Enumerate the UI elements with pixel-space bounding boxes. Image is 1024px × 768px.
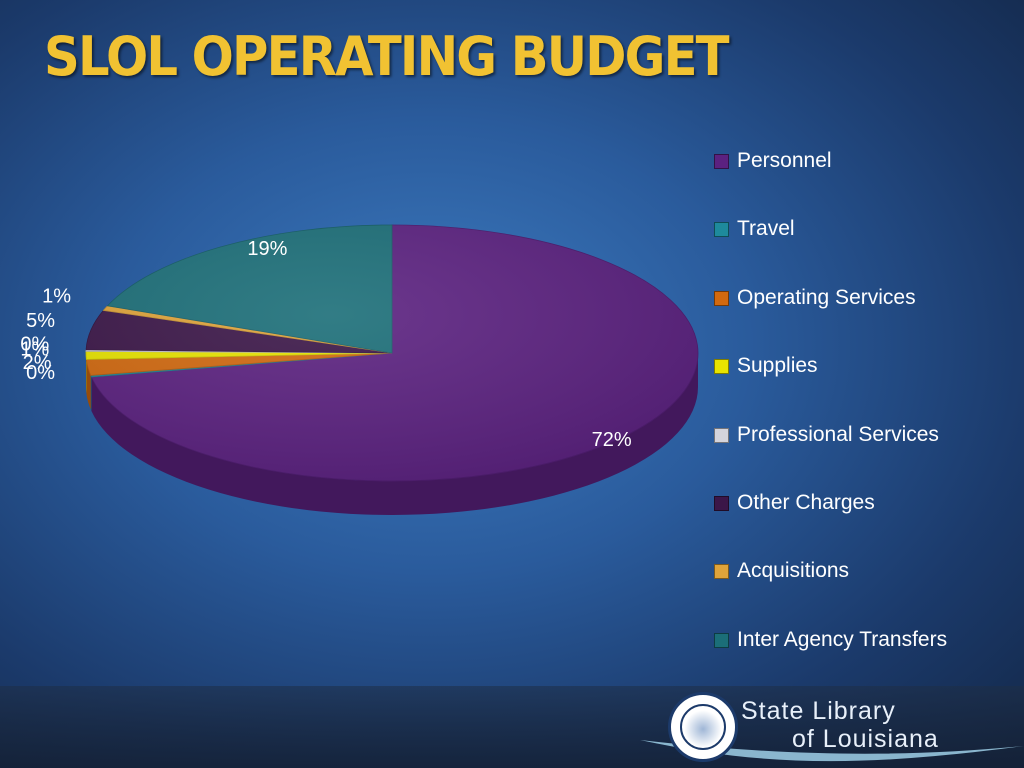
legend-item-acquisitions: Acquisitions <box>712 554 1012 622</box>
data-label-operating-services: 2% <box>23 352 52 374</box>
logo-text-line1: State Library <box>741 697 896 725</box>
legend-item-inter-agency-transfers: Inter Agency Transfers <box>712 623 1012 691</box>
legend-item-professional-services: Professional Services <box>712 418 1012 486</box>
legend-item-supplies: Supplies <box>712 349 1012 417</box>
logo-text-line2: of Louisiana <box>792 725 939 753</box>
legend-swatch <box>714 495 729 511</box>
data-label-travel: 0% <box>26 362 55 384</box>
pelican-emblem <box>680 704 726 750</box>
logo-swoosh <box>640 740 1024 762</box>
data-label-inter-agency-transfers: 19% <box>247 238 287 260</box>
legend-item-travel: Travel <box>712 212 1012 280</box>
legend-label: Operating Services <box>737 285 916 309</box>
legend-item-other-charges: Other Charges <box>712 486 1012 554</box>
data-label-other-charges: 5% <box>26 310 55 332</box>
legend-label: Inter Agency Transfers <box>737 627 948 651</box>
pie-side-travel <box>90 375 92 411</box>
legend-swatch <box>714 290 729 306</box>
legend-label: Travel <box>737 217 795 241</box>
data-label-supplies: 1% <box>20 339 49 361</box>
pie-chart: 72%0%2%1%0%5%1%19% <box>20 224 699 515</box>
legend-swatch <box>714 359 729 375</box>
legend-swatch <box>714 222 729 238</box>
slide-title: SLOL OPERATING BUDGET <box>44 25 730 88</box>
legend-label: Professional Services <box>737 422 939 446</box>
data-label-personnel: 72% <box>592 429 632 451</box>
data-label-acquisitions: 1% <box>42 286 71 308</box>
legend-label: Other Charges <box>737 490 875 514</box>
legend-item-operating-services: Operating Services <box>712 281 1012 349</box>
chart-legend: Personnel Travel Operating Services Supplie… <box>712 144 1012 691</box>
legend-swatch <box>714 427 729 443</box>
legend-swatch <box>714 154 729 169</box>
legend-item-personnel: Personnel <box>712 144 1012 212</box>
state-seal-logo <box>668 692 738 762</box>
legend-label: Acquisitions <box>737 559 850 583</box>
legend-swatch <box>714 632 729 648</box>
legend-label: Supplies <box>737 354 818 378</box>
legend-swatch <box>714 564 729 580</box>
legend-label: Personnel <box>737 149 832 172</box>
data-label-professional-services: 0% <box>20 333 49 355</box>
